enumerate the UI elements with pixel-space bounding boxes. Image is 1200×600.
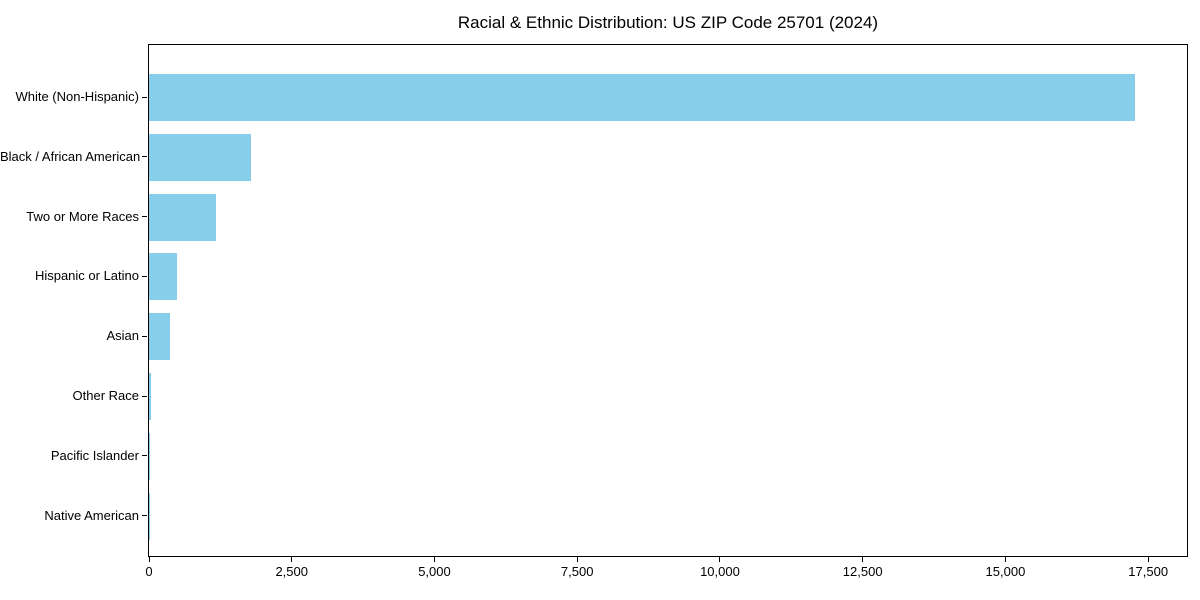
y-tick-mark-white-non-hispanic bbox=[142, 96, 147, 98]
chart-title: Racial & Ethnic Distribution: US ZIP Cod… bbox=[457, 13, 879, 32]
y-tick-mark-two-or-more-races bbox=[142, 216, 147, 218]
bar-native-american bbox=[149, 492, 150, 540]
bar-two-or-more-races bbox=[149, 193, 216, 241]
bar-hispanic-or-latino bbox=[149, 253, 177, 301]
x-tick-label-10000: 10,000 bbox=[700, 564, 740, 579]
x-tick-mark-0 bbox=[148, 557, 150, 562]
x-tick-label-15000: 15,000 bbox=[985, 564, 1026, 579]
y-tick-label-asian: Asian bbox=[106, 328, 139, 344]
x-tick-mark-15000 bbox=[1004, 557, 1006, 562]
x-tick-label-5000: 5,000 bbox=[418, 564, 451, 579]
y-tick-mark-black-african-american bbox=[142, 156, 147, 158]
y-tick-mark-pacific-islander bbox=[142, 455, 147, 457]
x-tick-label-12500: 12,500 bbox=[842, 564, 883, 579]
x-tick-mark-7500 bbox=[576, 557, 578, 562]
plot-area bbox=[148, 44, 1188, 557]
bar-white-non-hispanic bbox=[149, 74, 1136, 121]
x-tick-label-0: 0 bbox=[145, 564, 153, 579]
y-tick-label-native-american: Native American bbox=[44, 507, 139, 523]
y-tick-label-other-race: Other Race bbox=[72, 388, 139, 403]
y-tick-mark-native-american bbox=[142, 515, 147, 517]
x-tick-mark-5000 bbox=[433, 557, 435, 562]
x-tick-mark-12500 bbox=[862, 557, 864, 562]
bar-other-race bbox=[149, 373, 152, 420]
bar-pacific-islander bbox=[149, 432, 151, 480]
x-tick-mark-10000 bbox=[719, 557, 721, 562]
x-tick-label-2500: 2,500 bbox=[275, 564, 308, 579]
y-tick-label-black-african-american: Black / African American bbox=[0, 148, 141, 164]
x-tick-label-7500: 7,500 bbox=[560, 564, 594, 579]
y-tick-label-pacific-islander: Pacific Islander bbox=[50, 447, 139, 463]
y-tick-mark-other-race bbox=[142, 395, 147, 397]
y-tick-label-white-non-hispanic: White (Non-Hispanic) bbox=[15, 89, 139, 104]
bar-asian bbox=[149, 313, 171, 361]
x-tick-label-17500: 17,500 bbox=[1128, 564, 1169, 579]
x-tick-mark-2500 bbox=[291, 557, 293, 562]
y-tick-mark-asian bbox=[142, 335, 147, 337]
x-tick-mark-17500 bbox=[1147, 557, 1149, 562]
y-tick-mark-hispanic-or-latino bbox=[142, 275, 147, 277]
y-tick-label-two-or-more-races: Two or More Races bbox=[26, 208, 139, 224]
y-tick-label-hispanic-or-latino: Hispanic or Latino bbox=[34, 268, 139, 284]
bar-black-african-american bbox=[149, 133, 251, 181]
